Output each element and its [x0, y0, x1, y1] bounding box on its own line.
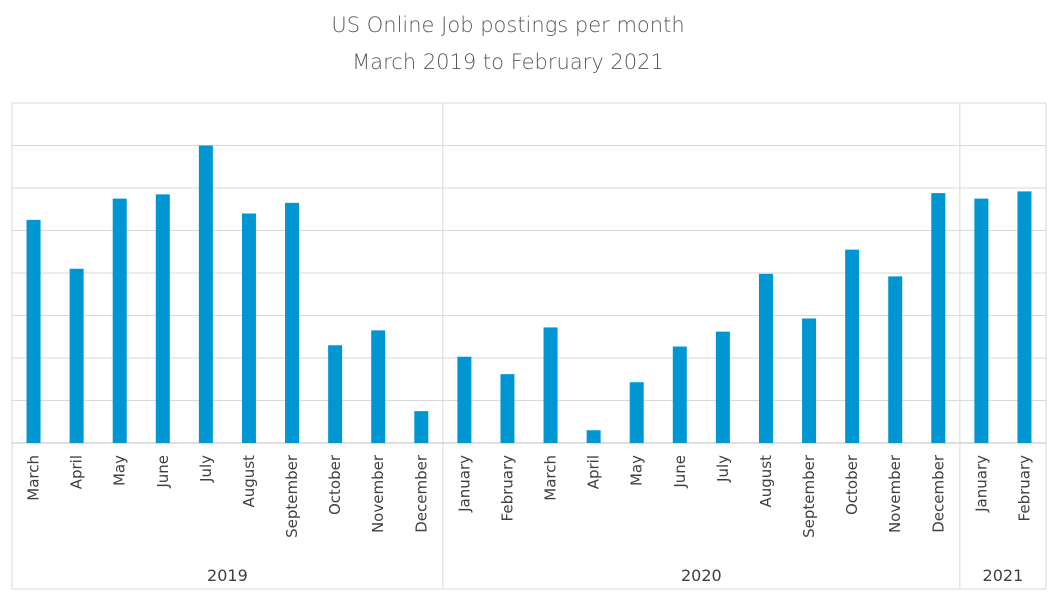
x-tick-label: December: [412, 454, 430, 533]
x-tick-label: June: [154, 455, 172, 489]
bar-8: [328, 345, 343, 443]
bar-20: [845, 249, 860, 443]
year-label-2019: 2019: [207, 566, 248, 585]
x-tick-label: March: [25, 455, 43, 501]
x-tick-label: January: [455, 455, 473, 513]
bar-12: [500, 374, 515, 443]
x-tick-label: November: [369, 454, 387, 533]
x-tick-label: July: [714, 455, 732, 483]
x-tick-label: December: [929, 454, 947, 533]
bar-3: [112, 198, 127, 443]
x-tick-label: February: [1015, 455, 1033, 522]
bar-24: [1017, 191, 1032, 443]
bar-15: [629, 382, 644, 443]
x-tick-label: June: [671, 455, 689, 489]
year-label-2021: 2021: [983, 566, 1024, 585]
x-tick-label: February: [498, 455, 516, 522]
bar-4: [155, 194, 170, 443]
x-tick-label: July: [197, 455, 215, 483]
x-tick-label: January: [972, 455, 990, 513]
bar-6: [241, 213, 256, 443]
bar-7: [285, 202, 300, 443]
x-tick-label: April: [585, 455, 603, 489]
bar-19: [802, 318, 817, 443]
bar-21: [888, 276, 903, 443]
x-tick-label: April: [68, 455, 86, 489]
chart-title: US Online Job postings per month: [331, 13, 685, 37]
chart-subtitle: March 2019 to February 2021: [352, 50, 664, 74]
bar-11: [457, 356, 472, 443]
bar-5: [198, 145, 213, 443]
bar-16: [672, 346, 687, 443]
bar-14: [586, 430, 601, 443]
bar-10: [414, 411, 429, 443]
bar-18: [758, 273, 773, 443]
x-tick-label: May: [111, 455, 129, 486]
x-tick-label: October: [326, 454, 344, 515]
bar-2: [69, 268, 84, 443]
x-tick-label: November: [886, 454, 904, 533]
x-tick-label: August: [757, 455, 775, 508]
bar-23: [974, 198, 989, 443]
bar-17: [715, 331, 730, 443]
bar-22: [931, 193, 946, 443]
year-label-2020: 2020: [681, 566, 722, 585]
bar-1: [26, 219, 41, 443]
x-tick-label: October: [843, 454, 861, 515]
x-tick-label: March: [542, 455, 560, 501]
bar-13: [543, 327, 558, 443]
x-tick-label: September: [800, 454, 818, 538]
x-tick-label: September: [283, 454, 301, 538]
x-tick-label: May: [628, 455, 646, 486]
bar-9: [371, 330, 386, 443]
x-tick-label: August: [240, 455, 258, 508]
